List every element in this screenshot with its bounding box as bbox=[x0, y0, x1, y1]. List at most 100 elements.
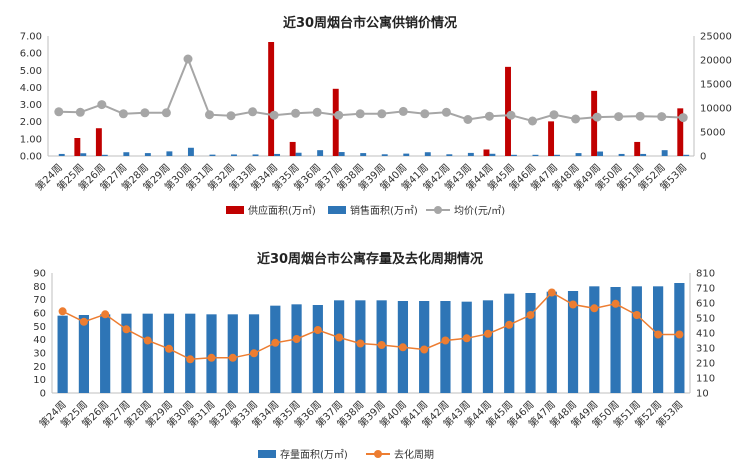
y2-tick-label: 110 bbox=[696, 374, 715, 385]
line-point bbox=[547, 288, 556, 297]
bar-sales bbox=[58, 153, 65, 156]
line-point bbox=[420, 109, 430, 119]
y2-tick-label: 10000 bbox=[700, 104, 732, 115]
y-tick-label: 3.00 bbox=[20, 100, 42, 111]
bar-sales bbox=[597, 151, 604, 156]
legend-cycle-marker bbox=[374, 450, 382, 458]
y2-tick-label: 15000 bbox=[700, 80, 732, 91]
bar-inventory bbox=[163, 313, 175, 393]
line-point bbox=[207, 353, 216, 362]
line-point bbox=[161, 108, 171, 118]
bar-supply bbox=[289, 141, 296, 156]
bar-supply bbox=[677, 108, 684, 156]
legend-supply-swatch bbox=[226, 206, 244, 214]
line-point bbox=[313, 326, 322, 334]
bar-inventory bbox=[504, 293, 515, 393]
bar-sales bbox=[661, 150, 668, 156]
line-point bbox=[228, 353, 237, 362]
bar-sales bbox=[360, 153, 367, 156]
y-tick-label: 50 bbox=[33, 322, 46, 333]
chart1-legend: 供应面积(万㎡) 销售面积(万㎡) 均价(元/㎡) bbox=[226, 204, 505, 217]
line-point bbox=[356, 339, 365, 348]
line-point bbox=[441, 107, 451, 117]
y-tick-label: 0.00 bbox=[20, 152, 42, 163]
y-tick-label: 1.00 bbox=[20, 134, 42, 145]
line-point bbox=[657, 112, 667, 122]
line-point bbox=[592, 112, 602, 122]
bar-inventory bbox=[653, 286, 664, 393]
line-point bbox=[250, 349, 258, 358]
bar-supply bbox=[268, 42, 275, 156]
y-tick-label: 0 bbox=[40, 389, 46, 400]
y2-tick-label: 410 bbox=[696, 329, 715, 340]
bar-inventory bbox=[291, 304, 302, 393]
bar-supply bbox=[74, 138, 81, 156]
legend-sales-label: 销售面积(万㎡) bbox=[350, 204, 418, 217]
line-point bbox=[678, 113, 688, 123]
bar-inventory bbox=[312, 305, 323, 393]
line-point bbox=[355, 109, 365, 119]
bar-inventory bbox=[227, 314, 238, 393]
line-point bbox=[165, 344, 173, 353]
line-point bbox=[271, 338, 280, 347]
line-point bbox=[186, 355, 195, 364]
y-tick-label: 80 bbox=[33, 282, 46, 293]
bar-sales bbox=[252, 154, 259, 156]
line-point bbox=[79, 317, 88, 326]
bar-supply bbox=[548, 121, 555, 156]
bar-supply bbox=[505, 66, 511, 156]
line-point bbox=[101, 310, 110, 319]
inventory-cycle-chart: 近30周烟台市公寓存量及去化周期情况 0 10 20 30 40 50 60 70 80 90 1… bbox=[33, 251, 715, 461]
line-point bbox=[462, 334, 471, 343]
line-point bbox=[226, 111, 236, 121]
bar-sales bbox=[446, 154, 453, 156]
line-point bbox=[140, 108, 150, 118]
legend-inventory-swatch bbox=[258, 450, 276, 458]
line-point bbox=[614, 112, 624, 122]
bar-supply bbox=[95, 128, 102, 156]
bar-sales bbox=[231, 154, 237, 156]
line-point bbox=[118, 109, 128, 119]
legend-price-label: 均价(元/㎡) bbox=[454, 205, 505, 217]
bar-sales bbox=[101, 154, 108, 156]
line-point bbox=[441, 336, 450, 345]
y2-tick-label: 510 bbox=[696, 314, 715, 325]
y2-tick-label: 20000 bbox=[700, 56, 732, 67]
line-point bbox=[335, 333, 344, 342]
y-tick-label: 90 bbox=[33, 269, 46, 280]
line-point bbox=[528, 116, 537, 126]
bar-inventory bbox=[461, 301, 472, 393]
line-point bbox=[312, 107, 322, 117]
bar-inventory bbox=[100, 314, 111, 393]
bar-inventory bbox=[121, 313, 132, 393]
bar-sales bbox=[403, 153, 410, 156]
line-point bbox=[97, 100, 107, 110]
bar-sales bbox=[295, 152, 302, 156]
y-tick-label: 20 bbox=[33, 362, 46, 373]
bar-inventory bbox=[206, 314, 217, 393]
bar-supply bbox=[332, 88, 339, 156]
line-point bbox=[398, 343, 407, 352]
line-point bbox=[269, 110, 279, 120]
bar-inventory bbox=[185, 313, 196, 393]
line-point bbox=[205, 110, 214, 120]
series-line bbox=[62, 291, 680, 361]
bar-sales bbox=[489, 153, 496, 156]
line-point bbox=[484, 111, 494, 121]
supply-sales-price-chart: 近30周烟台市公寓供销价情况 0.00 1.00 2.00 3.00 4.00 5.00 6… bbox=[20, 15, 732, 217]
legend-cycle-label: 去化周期 bbox=[394, 448, 434, 461]
bar-sales bbox=[123, 152, 130, 156]
y-tick-label: 60 bbox=[33, 309, 46, 320]
bar-inventory bbox=[270, 305, 281, 393]
chart1-title: 近30周烟台市公寓供销价情况 bbox=[283, 15, 457, 31]
line-point bbox=[75, 107, 85, 117]
line-point bbox=[549, 110, 559, 120]
line-point bbox=[183, 54, 193, 64]
bar-inventory bbox=[567, 291, 579, 393]
line-point bbox=[248, 107, 258, 117]
bar-sales bbox=[144, 153, 151, 156]
bar-sales bbox=[187, 147, 194, 156]
bar-sales bbox=[166, 151, 173, 156]
bar-sales bbox=[554, 154, 560, 156]
bar-sales bbox=[317, 150, 324, 156]
